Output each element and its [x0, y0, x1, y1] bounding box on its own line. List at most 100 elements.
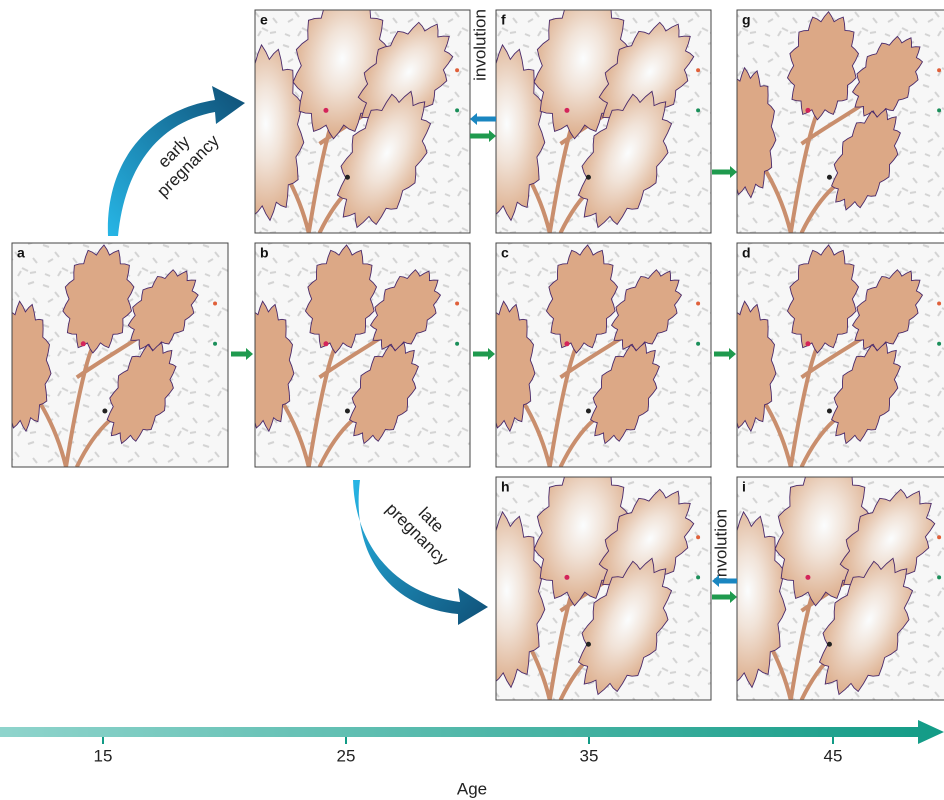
cell-dot — [937, 535, 942, 540]
cell-dot — [696, 68, 701, 73]
lobe — [577, 557, 673, 696]
small-arrow — [712, 575, 737, 587]
small-arrow — [231, 348, 253, 360]
panel-frame — [736, 9, 944, 234]
lobe — [496, 510, 546, 689]
panel-label: h — [501, 478, 510, 494]
lobe — [786, 244, 860, 354]
cell-dot — [564, 107, 570, 113]
cell-dot — [937, 575, 942, 580]
lobe — [737, 510, 787, 689]
panel — [255, 243, 470, 467]
cell-dot — [937, 108, 942, 113]
lobe — [737, 66, 777, 199]
cell-dot — [213, 301, 218, 306]
panel-frame — [254, 9, 471, 234]
cell-dot — [696, 575, 701, 580]
cell-dot — [585, 408, 591, 414]
panel — [496, 477, 711, 700]
cell-dot — [805, 107, 811, 113]
panel — [496, 243, 711, 467]
panel-frame — [254, 242, 471, 468]
lobe — [590, 341, 660, 445]
cell-dot — [564, 341, 570, 347]
small-arrow — [470, 113, 496, 125]
lobe — [304, 244, 378, 354]
lobe — [818, 557, 914, 696]
cell-dot — [937, 301, 942, 306]
lobe — [831, 108, 901, 211]
late-arrow — [353, 480, 488, 625]
panel — [737, 477, 944, 700]
cell-dot — [696, 301, 701, 306]
panel — [737, 10, 944, 233]
panel — [255, 10, 470, 233]
panel-frame — [736, 476, 944, 701]
duct — [496, 326, 637, 467]
cell-dot — [696, 108, 701, 113]
duct — [737, 93, 878, 233]
cell-dot — [564, 574, 570, 580]
panel-frame — [736, 242, 944, 468]
cell-dot — [826, 174, 832, 180]
lobe — [786, 10, 860, 121]
small-arrow — [470, 130, 496, 142]
panel-label: b — [260, 244, 269, 260]
cell-dot — [805, 341, 811, 347]
cell-dot — [826, 641, 832, 647]
panel-label: a — [17, 244, 25, 260]
early-arrow — [107, 86, 245, 236]
cell-dot — [102, 408, 108, 414]
cell-dot — [696, 341, 701, 346]
cell-dot — [323, 107, 329, 113]
lobe — [255, 300, 295, 433]
cell-dot — [585, 641, 591, 647]
duct — [255, 326, 396, 467]
cell-dot — [585, 174, 591, 180]
lobe — [127, 269, 199, 352]
lobe — [12, 300, 52, 433]
cell-dot — [455, 301, 460, 306]
small-arrow — [714, 348, 736, 360]
duct — [737, 326, 878, 467]
lobe — [496, 43, 546, 222]
panel-frame — [495, 476, 712, 701]
panel-label: g — [742, 11, 751, 27]
cell-dot — [80, 341, 86, 347]
cell-dot — [213, 341, 218, 346]
cell-dot — [344, 408, 350, 414]
lobe — [255, 43, 305, 222]
lobe — [496, 300, 536, 433]
involution-label: involution — [470, 9, 489, 81]
small-arrow — [712, 591, 737, 603]
cell-dot — [455, 108, 460, 113]
cell-dot — [455, 68, 460, 73]
panel-label: i — [742, 478, 746, 494]
tick-label: 25 — [337, 746, 356, 765]
lobe — [545, 244, 619, 354]
cell-dot — [826, 408, 832, 414]
age-axis — [0, 720, 944, 744]
panel-frame — [11, 242, 229, 468]
panel-label: f — [501, 11, 506, 27]
lobe — [577, 90, 673, 229]
cell-dot — [937, 341, 942, 346]
involution-label: involution — [711, 509, 730, 581]
tick-label: 35 — [580, 746, 599, 765]
lobe — [349, 341, 419, 445]
small-arrow — [712, 166, 737, 178]
lobe — [737, 300, 777, 433]
lobe — [62, 244, 135, 354]
cell-dot — [696, 535, 701, 540]
cell-dot — [455, 341, 460, 346]
cell-dot — [344, 174, 350, 180]
cell-dot — [937, 68, 942, 73]
panel-label: c — [501, 244, 509, 260]
panel — [12, 243, 228, 467]
tick-label: 15 — [94, 746, 113, 765]
panel-label: e — [260, 11, 268, 27]
lobe — [336, 90, 432, 229]
lobe — [831, 341, 901, 445]
panel-label: d — [742, 244, 751, 260]
